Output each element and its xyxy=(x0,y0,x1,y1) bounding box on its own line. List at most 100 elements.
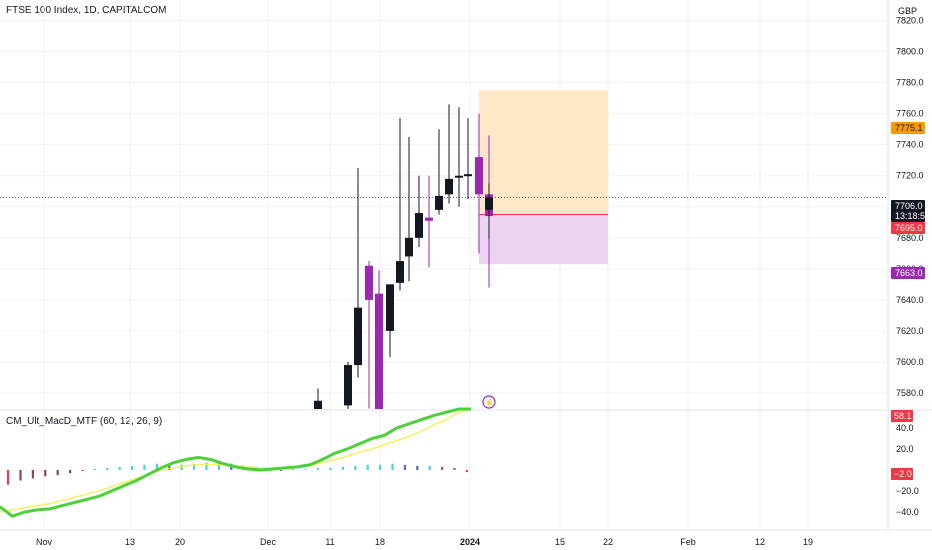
chart-title: FTSE 100 Index, 1D, CAPITALCOM xyxy=(6,5,167,16)
candle-body xyxy=(386,284,394,331)
macd-histogram-bar xyxy=(7,470,10,485)
candle-body xyxy=(344,365,352,406)
macd-histogram-bar xyxy=(131,465,134,470)
candle-body xyxy=(314,400,322,409)
macd-histogram-bar xyxy=(31,470,34,479)
currency-label: GBP xyxy=(898,6,917,16)
price-tag xyxy=(891,210,925,222)
macd-value-tag xyxy=(891,468,913,480)
price-tag xyxy=(891,200,925,212)
macd-histogram-bar xyxy=(379,464,382,470)
time-axis-label: 19 xyxy=(803,537,813,547)
macd-histogram-bar xyxy=(292,468,295,470)
time-axis-label: Nov xyxy=(36,537,53,547)
time-axis-label: 20 xyxy=(175,537,185,547)
time-axis-label: 18 xyxy=(375,537,385,547)
price-tick-label: 7760.0 xyxy=(896,109,924,119)
price-tag xyxy=(891,122,925,134)
macd-tick-label: 40.0 xyxy=(896,423,914,433)
price-tag-label: 13:18:56 xyxy=(895,211,930,221)
macd-histogram-bar xyxy=(205,462,208,470)
price-tick-label: 7800.0 xyxy=(896,47,924,57)
macd-histogram-bar xyxy=(416,465,419,470)
time-axis-label: Feb xyxy=(680,537,696,547)
price-tick-label: 7620.0 xyxy=(896,326,924,336)
candle-body xyxy=(485,197,493,210)
macd-histogram-bar xyxy=(441,466,444,470)
macd-histogram-bar xyxy=(329,467,332,470)
time-axis-label: 12 xyxy=(755,537,765,547)
macd-histogram-bar xyxy=(19,470,22,481)
macd-histogram-bar xyxy=(317,467,320,470)
price-tick-label: 7820.0 xyxy=(896,16,924,26)
macd-histogram-bar xyxy=(118,466,121,470)
price-tick-label: 7720.0 xyxy=(896,171,924,181)
macd-histogram-bar xyxy=(155,463,158,470)
take-profit-zone xyxy=(479,90,608,215)
time-axis-label: 2024 xyxy=(460,537,480,547)
indicator-title: CM_Ult_MacD_MTF (60, 12, 26, 9) xyxy=(6,416,163,427)
candle-body xyxy=(375,293,383,409)
time-axis-label: 11 xyxy=(325,537,334,547)
time-axis-label: 22 xyxy=(603,537,613,547)
stop-loss-zone xyxy=(479,214,608,265)
price-tag-label: 7775.1 xyxy=(895,123,923,133)
macd-histogram-bar xyxy=(428,465,431,470)
candle-body xyxy=(405,237,413,257)
price-tick-label: 7780.0 xyxy=(896,78,924,88)
macd-histogram-bar xyxy=(180,464,183,470)
price-tick-label: 7640.0 xyxy=(896,295,924,305)
candle-body xyxy=(415,212,423,238)
event-icon xyxy=(482,395,496,409)
time-axis-label: Dec xyxy=(260,537,277,547)
macd-histogram-bar xyxy=(56,470,59,476)
macd-histogram-bar xyxy=(391,463,394,470)
macd-value-tag-label: 58.1 xyxy=(894,411,912,421)
macd-histogram-bar xyxy=(193,463,196,470)
macd-tick-label: −20.0 xyxy=(896,486,919,496)
price-tick-label: 7740.0 xyxy=(896,140,924,150)
candle-body xyxy=(396,261,404,283)
macd-histogram-bar xyxy=(304,468,307,470)
macd-histogram-bar xyxy=(403,464,406,470)
candle-body xyxy=(445,178,453,195)
macd-histogram-bar xyxy=(279,470,282,471)
macd-histogram-bar xyxy=(366,464,369,470)
price-tag-label: 7706.0 xyxy=(895,201,923,211)
macd-histogram-bar xyxy=(69,470,72,474)
candle-body xyxy=(435,195,443,210)
candle-body xyxy=(354,307,362,366)
price-tag-label: 7695.0 xyxy=(895,223,923,233)
macd-value-tag-label: −2.0 xyxy=(894,469,912,479)
macd-histogram-bar xyxy=(354,465,357,470)
macd-histogram-bar xyxy=(81,470,84,472)
candle-body xyxy=(455,175,463,178)
price-tag-label: 7663.0 xyxy=(895,268,923,278)
macd-histogram-bar xyxy=(168,464,171,470)
macd-histogram-bar xyxy=(93,468,96,470)
macd-histogram-bar xyxy=(341,466,344,470)
macd-histogram-bar xyxy=(453,467,456,470)
time-axis-label: 13 xyxy=(125,537,135,547)
candle-body xyxy=(464,174,472,177)
macd-signal-line xyxy=(0,408,472,513)
price-tick-label: 7580.0 xyxy=(896,388,924,398)
lightning-icon: ⚡ xyxy=(484,398,494,408)
macd-histogram-bar xyxy=(44,470,47,477)
macd-histogram-bar xyxy=(217,462,220,470)
candle-body xyxy=(365,265,373,300)
macd-line xyxy=(0,407,472,518)
macd-value-tag xyxy=(891,410,913,422)
macd-histogram-bar xyxy=(143,464,146,470)
macd-histogram-bar xyxy=(465,470,468,473)
candle-body xyxy=(425,217,433,221)
macd-tick-label: 20.0 xyxy=(896,444,914,454)
price-tick-label: 7680.0 xyxy=(896,233,924,243)
price-tag xyxy=(891,222,925,234)
macd-histogram-bar xyxy=(106,467,109,470)
candle-body xyxy=(475,157,483,195)
macd-tick-label: −40.0 xyxy=(896,507,919,517)
time-axis-label: 15 xyxy=(555,537,565,547)
price-tag xyxy=(891,267,925,279)
